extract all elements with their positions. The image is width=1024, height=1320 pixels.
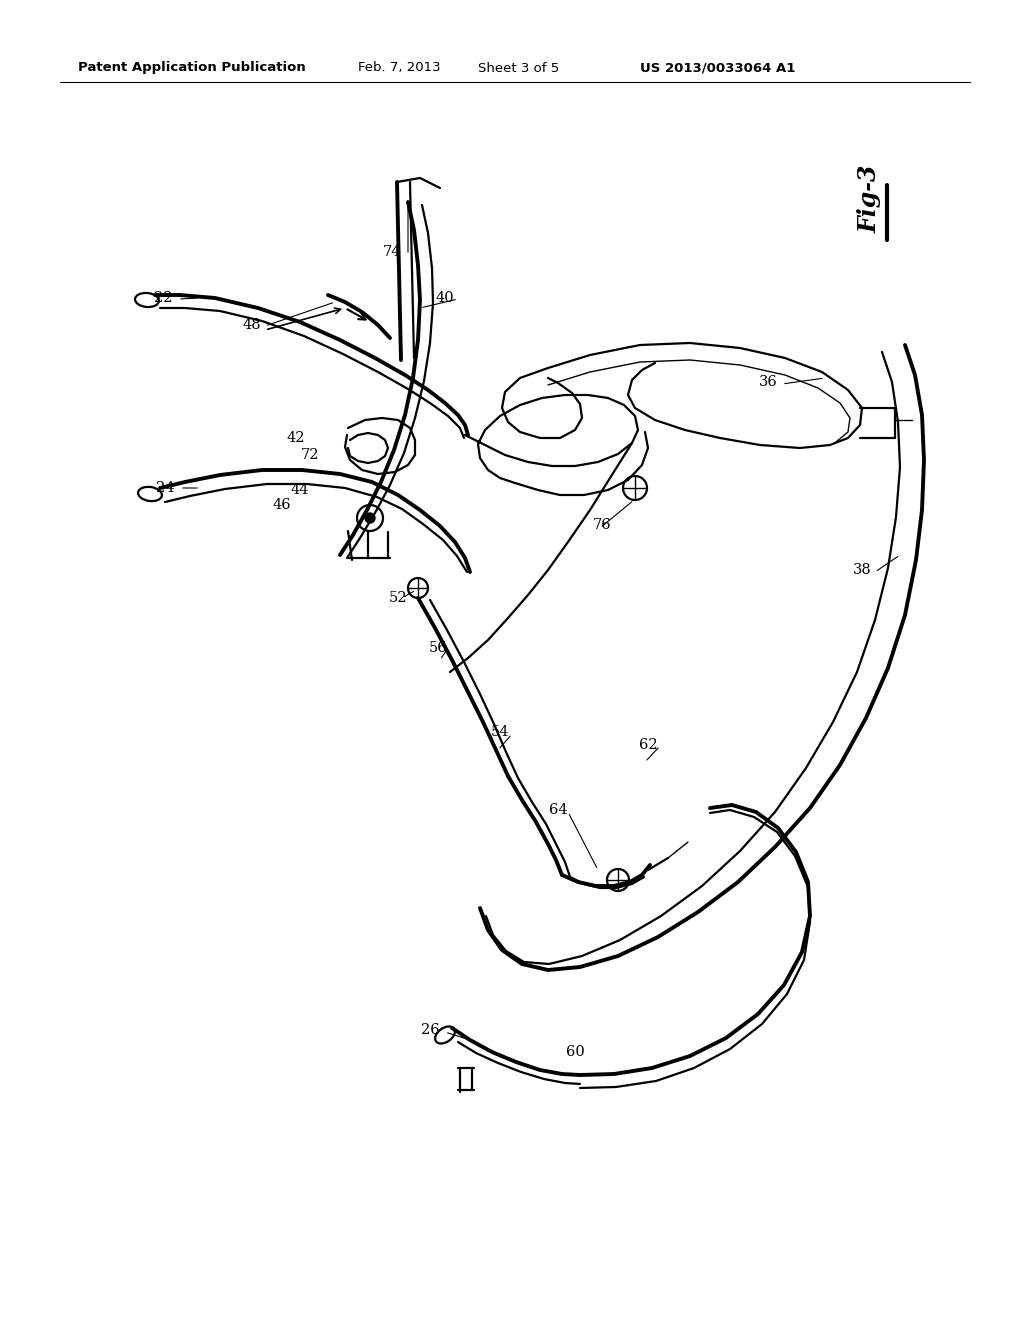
Text: 56: 56	[429, 642, 447, 655]
Text: 24: 24	[156, 480, 174, 495]
Text: 46: 46	[272, 498, 291, 512]
Text: 72: 72	[301, 447, 319, 462]
Text: Fig-3: Fig-3	[858, 165, 882, 234]
Text: Sheet 3 of 5: Sheet 3 of 5	[478, 62, 559, 74]
Text: 36: 36	[759, 375, 777, 389]
Text: 54: 54	[490, 725, 509, 739]
Text: 38: 38	[853, 564, 871, 577]
Circle shape	[365, 513, 375, 523]
Text: Patent Application Publication: Patent Application Publication	[78, 62, 306, 74]
Text: 26: 26	[421, 1023, 439, 1038]
Text: 40: 40	[435, 290, 455, 305]
Text: 76: 76	[593, 517, 611, 532]
Text: 48: 48	[243, 318, 261, 333]
Text: 44: 44	[291, 483, 309, 498]
Text: 52: 52	[389, 591, 408, 605]
Text: 22: 22	[154, 290, 172, 305]
Text: Feb. 7, 2013: Feb. 7, 2013	[358, 62, 440, 74]
Text: US 2013/0033064 A1: US 2013/0033064 A1	[640, 62, 796, 74]
Text: 62: 62	[639, 738, 657, 752]
Text: 74: 74	[383, 246, 401, 259]
Text: 42: 42	[287, 432, 305, 445]
Text: 60: 60	[565, 1045, 585, 1059]
Text: 64: 64	[549, 803, 567, 817]
